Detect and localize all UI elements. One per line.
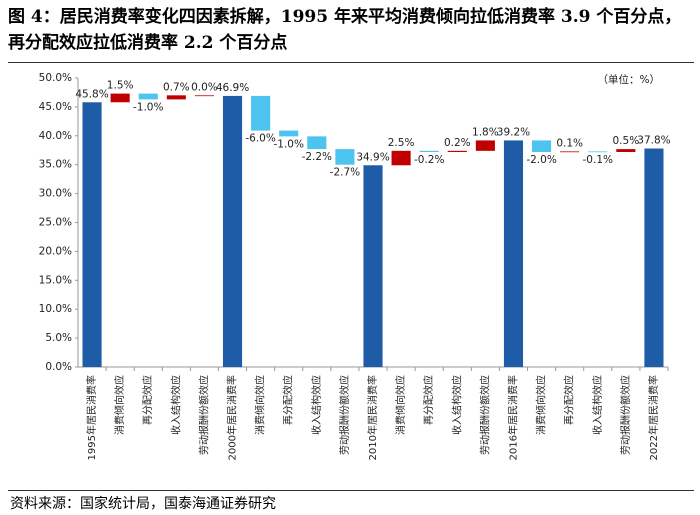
x-tick-label: 再分配效应 xyxy=(422,375,435,425)
unit-annotation: （单位：%） xyxy=(598,73,660,86)
bar xyxy=(532,140,552,152)
x-tick-label: 消费倾向效应 xyxy=(113,375,126,435)
x-tick-label: 2000年居民消费率 xyxy=(226,375,239,460)
x-tick-label: 收入结构效应 xyxy=(450,375,463,435)
value-label: -2.7% xyxy=(330,167,360,179)
value-label: 0.0% xyxy=(191,81,218,93)
value-label: 0.7% xyxy=(163,81,190,93)
rule xyxy=(8,62,694,63)
value-label: -2.0% xyxy=(526,154,556,166)
value-label: -1.0% xyxy=(133,101,163,113)
x-tick-label: 再分配效应 xyxy=(563,375,576,425)
y-tick-label: 35.0% xyxy=(39,159,72,171)
x-tick-label: 劳动报酬份额效应 xyxy=(478,375,491,455)
bar xyxy=(335,149,355,165)
x-tick-label: 再分配效应 xyxy=(282,375,295,425)
value-label: 0.5% xyxy=(613,135,640,147)
value-label: 1.8% xyxy=(472,126,499,138)
y-tick-label: 25.0% xyxy=(39,217,72,229)
bar xyxy=(279,130,299,137)
y-tick-label: 45.0% xyxy=(39,101,72,113)
bar xyxy=(644,148,664,367)
x-tick-label: 收入结构效应 xyxy=(310,375,323,435)
bar xyxy=(222,95,243,367)
value-label: 0.1% xyxy=(556,137,583,149)
bar xyxy=(447,150,467,152)
value-label: 1.5% xyxy=(107,80,134,92)
bar xyxy=(194,95,214,97)
y-tick-label: 20.0% xyxy=(39,245,72,257)
x-tick-label: 消费倾向效应 xyxy=(394,375,407,435)
x-tick-label: 2016年居民消费率 xyxy=(506,375,519,460)
bar xyxy=(503,140,524,367)
value-label: 39.2% xyxy=(497,126,530,138)
y-tick-label: 10.0% xyxy=(39,303,72,315)
value-label: 34.9% xyxy=(356,151,389,163)
value-label: 0.2% xyxy=(444,137,471,149)
bar xyxy=(307,136,327,150)
bar xyxy=(251,95,271,131)
y-tick-label: 40.0% xyxy=(39,130,72,142)
title: 图 4：居民消费率变化四因素拆解，1995 年来平均消费倾向拉低消费率 3.9 … xyxy=(8,7,682,53)
bar xyxy=(82,102,102,367)
chart: （单位：%） 0.0% 5.0% 10.0% 15.0% 20.0% 25.0% 30.0%… xyxy=(39,72,671,460)
value-label: 46.9% xyxy=(216,82,249,94)
x-tick-label: 再分配效应 xyxy=(141,375,154,425)
value-label: 37.8% xyxy=(637,135,670,147)
value-label: -0.1% xyxy=(583,154,613,166)
value-label: -2.2% xyxy=(302,151,332,163)
y-tick-label: 30.0% xyxy=(39,188,72,200)
source: 资料来源：国家统计局，国泰海通证券研究 xyxy=(10,496,276,512)
x-tick-label: 收入结构效应 xyxy=(591,375,604,435)
bar xyxy=(475,140,495,151)
bar xyxy=(166,95,186,100)
rule xyxy=(8,490,694,491)
x-tick-label: 消费倾向效应 xyxy=(535,375,548,435)
value-label: -0.2% xyxy=(414,154,444,166)
y-tick-label: 15.0% xyxy=(39,274,72,286)
x-tick-label: 劳动报酬份额效应 xyxy=(619,375,632,455)
bar xyxy=(588,151,608,153)
y-tick-label: 5.0% xyxy=(45,332,72,344)
bar xyxy=(110,93,130,103)
value-label: 45.8% xyxy=(75,88,108,100)
bar xyxy=(419,150,439,152)
bar xyxy=(138,93,158,100)
x-tick-label: 2010年居民消费率 xyxy=(366,375,379,460)
bar xyxy=(363,165,383,367)
x-tick-label: 劳动报酬份额效应 xyxy=(338,375,351,455)
y-tick-label: 0.0% xyxy=(45,361,72,373)
x-tick-label: 收入结构效应 xyxy=(169,375,182,435)
bar xyxy=(560,151,580,153)
y-tick-label: 50.0% xyxy=(39,72,72,84)
x-tick-label: 2022年居民消费率 xyxy=(647,375,660,460)
value-label: 2.5% xyxy=(388,137,415,149)
value-label: -1.0% xyxy=(273,138,303,150)
x-tick-label: 消费倾向效应 xyxy=(254,375,267,435)
value-label: -6.0% xyxy=(245,133,275,145)
bar xyxy=(391,150,411,166)
x-tick-label: 劳动报酬份额效应 xyxy=(197,375,210,455)
bar xyxy=(616,149,636,152)
x-tick-label: 1995年居民消费率 xyxy=(85,375,98,460)
